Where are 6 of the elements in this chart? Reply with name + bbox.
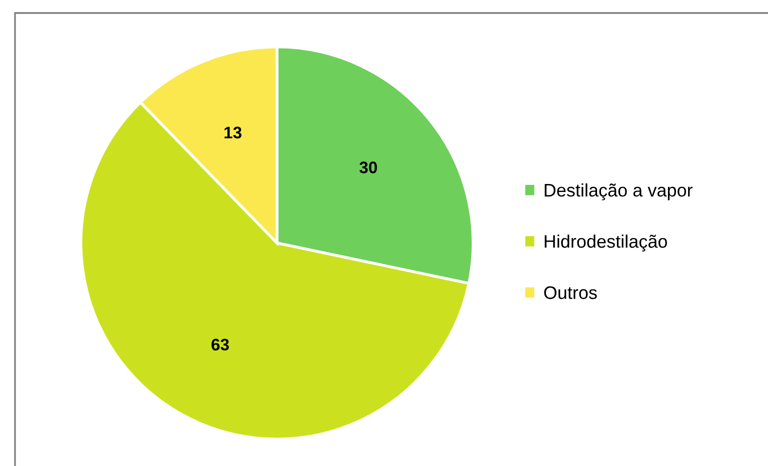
legend-label: Hidrodestilação — [544, 234, 667, 252]
legend-label: Destilação a vapor — [544, 183, 693, 200]
data-label: 13 — [224, 126, 242, 138]
data-label: 30 — [359, 162, 377, 174]
data-label: 63 — [212, 338, 229, 351]
legend-label: Outros — [544, 286, 597, 300]
